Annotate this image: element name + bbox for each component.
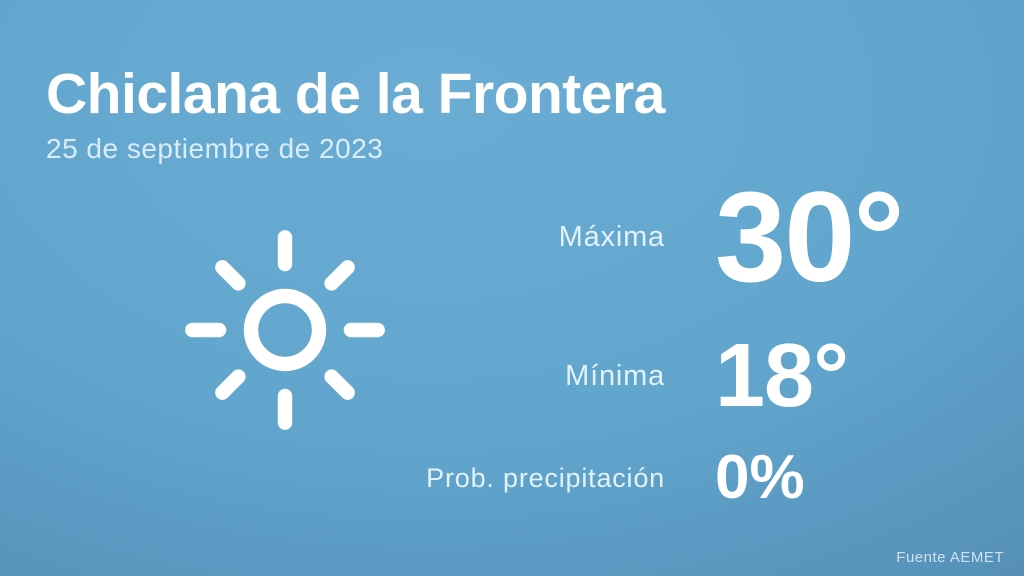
- max-temp-label: Máxima: [558, 221, 665, 253]
- max-temp-value: 30°: [715, 165, 905, 309]
- precipitation-label: Prob. precipitación: [426, 462, 665, 493]
- min-temp-value: 18°: [715, 326, 849, 426]
- sun-icon: [182, 227, 388, 433]
- date-subtitle: 25 de septiembre de 2023: [46, 133, 384, 164]
- max-temp-row: Máxima 30°: [0, 165, 1024, 309]
- min-temp-label: Mínima: [565, 359, 665, 392]
- precipitation-value: 0%: [715, 443, 805, 512]
- precipitation-row: Prob. precipitación 0%: [0, 444, 1024, 512]
- page-title: Chiclana de la Frontera: [46, 62, 665, 126]
- header: Chiclana de la Frontera 25 de septiembre…: [46, 66, 665, 165]
- source-attribution: Fuente AEMET: [896, 549, 1004, 566]
- min-temp-row: Mínima 18°: [0, 326, 1024, 426]
